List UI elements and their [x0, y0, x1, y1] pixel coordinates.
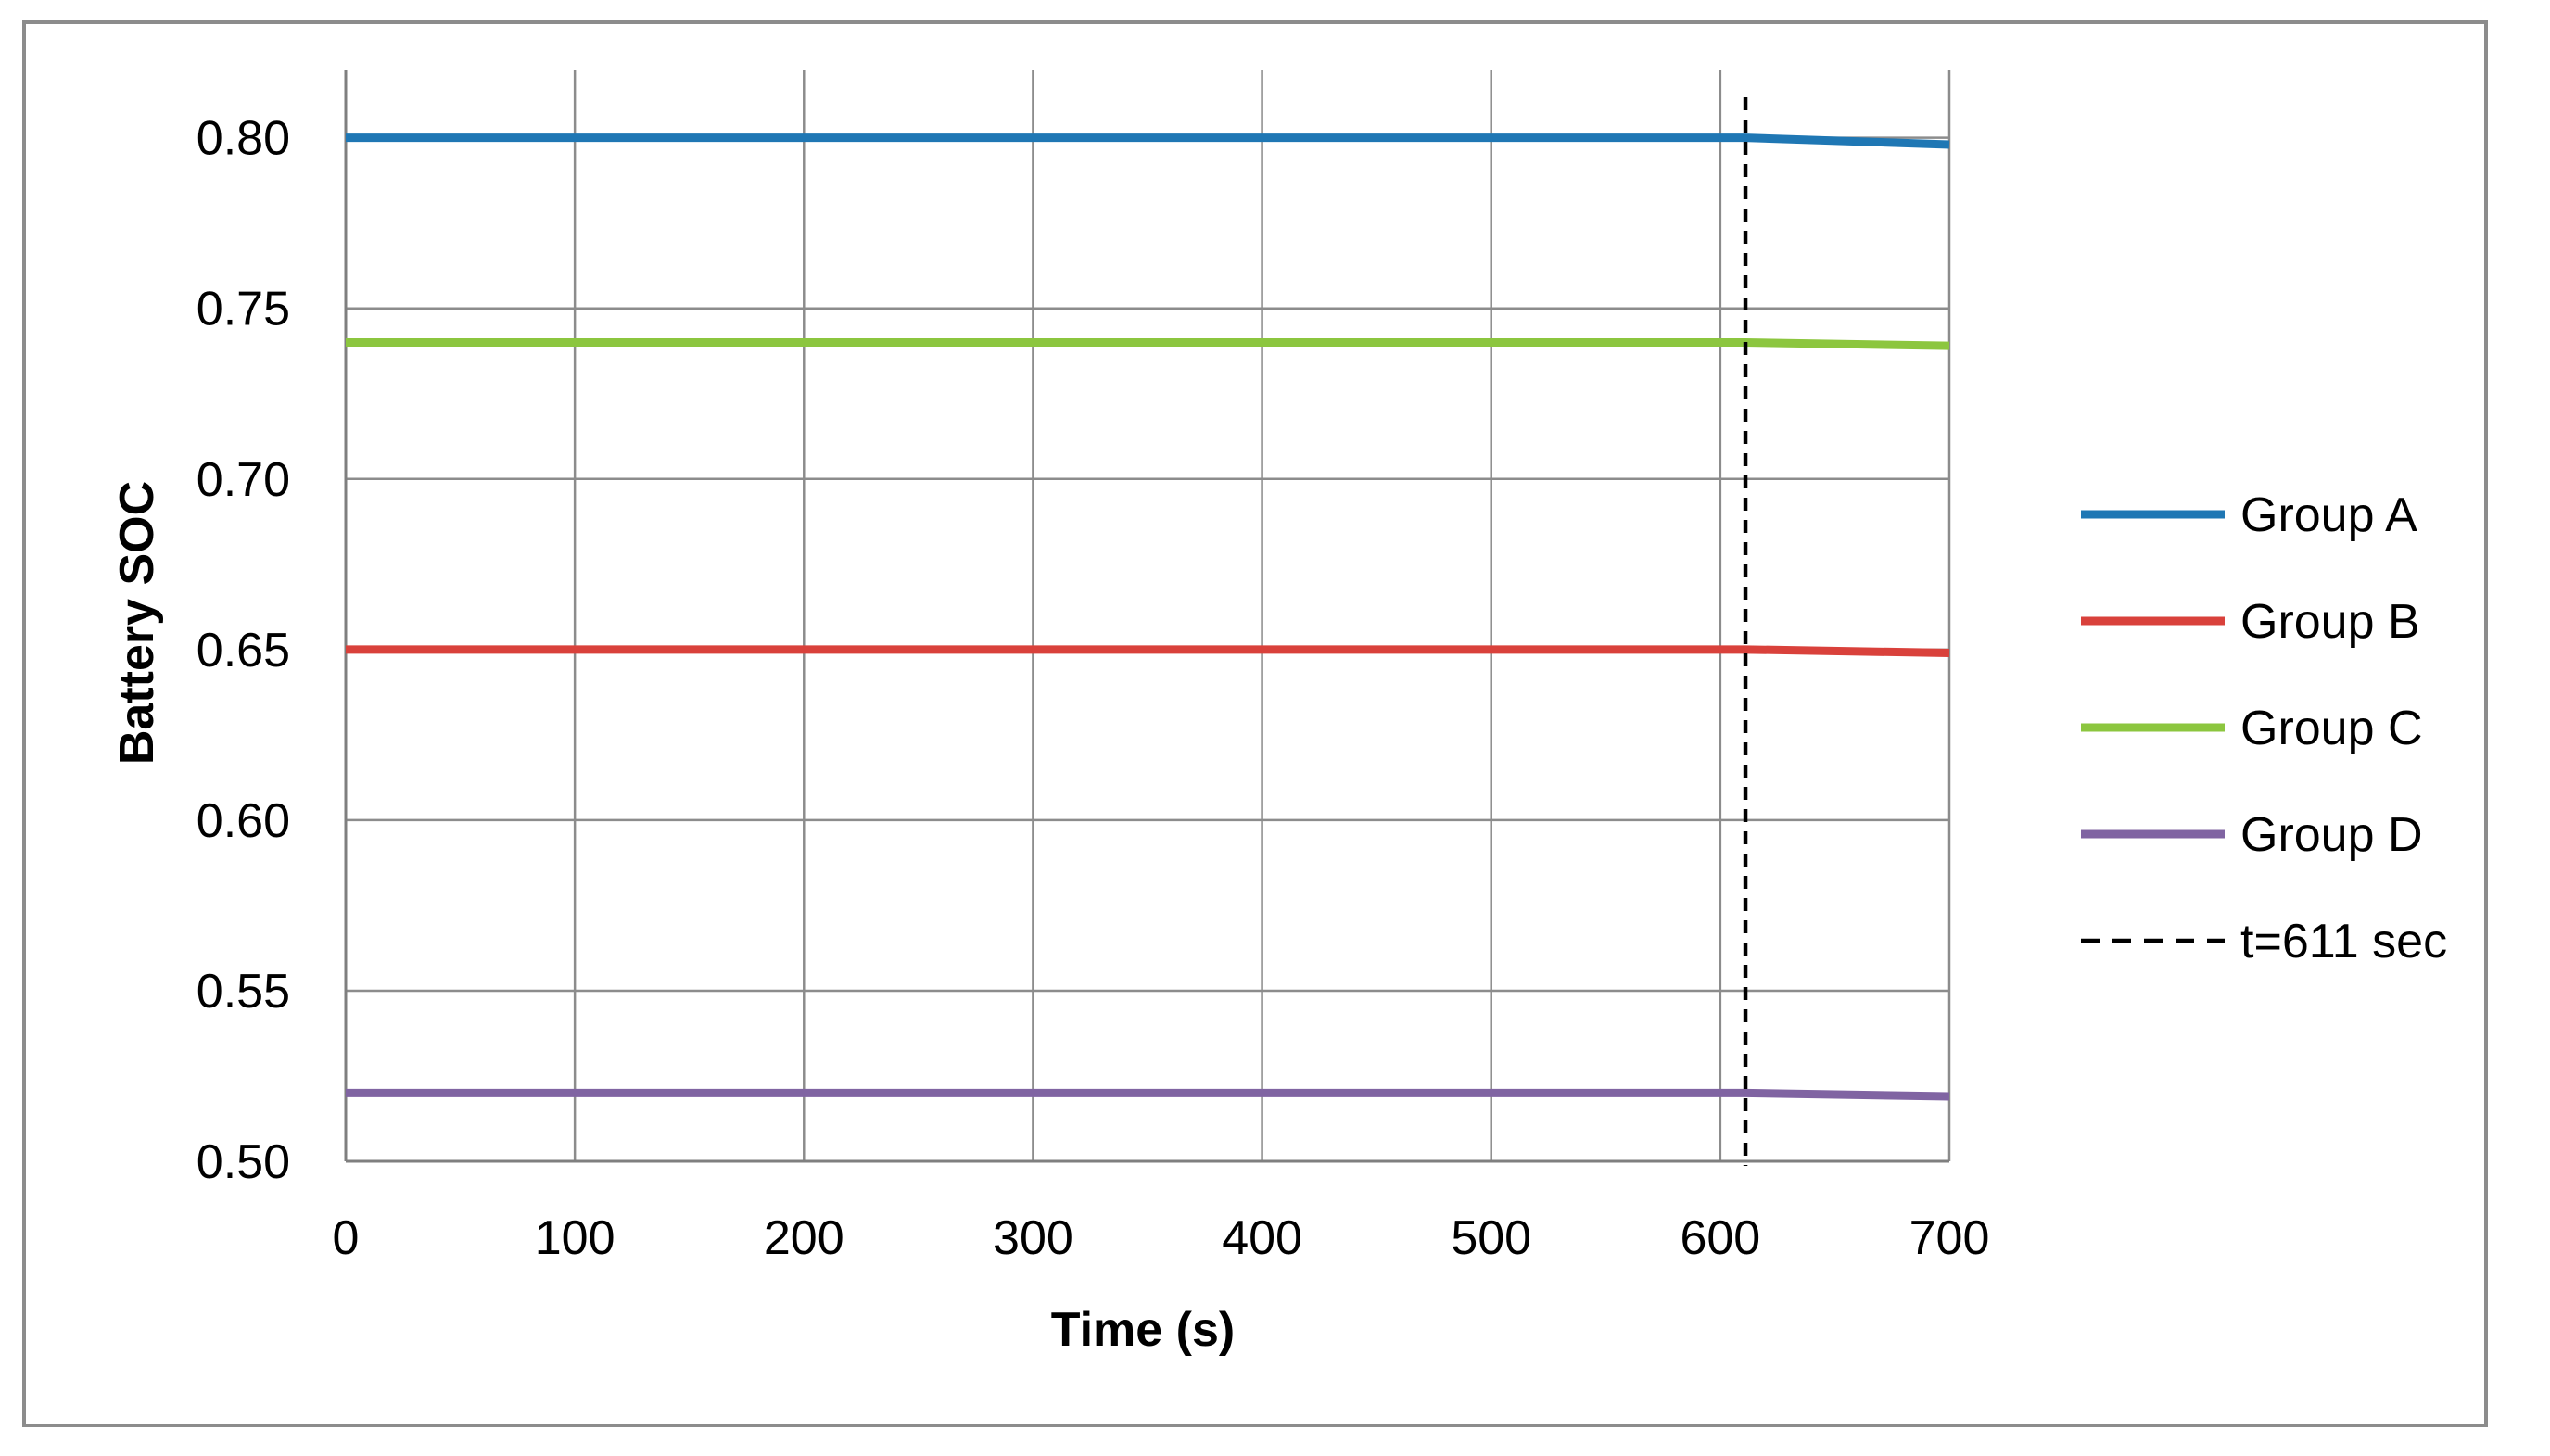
grid [344, 70, 1951, 1163]
x-tick-label: 400 [1222, 1211, 1302, 1265]
x-tick-label: 500 [1451, 1211, 1531, 1265]
series-line-group-a [346, 133, 1950, 149]
x-tick-label: 300 [993, 1211, 1073, 1265]
y-tick-label: 0.50 [197, 1135, 290, 1189]
chart-frame [22, 20, 2488, 1427]
legend-label-group-a: Group A [2240, 488, 2417, 542]
legend-label-group-b: Group B [2240, 595, 2420, 649]
x-tick-label: 0 [333, 1211, 360, 1265]
x-tick-label: 700 [1909, 1211, 1990, 1265]
legend-label-group-c: Group C [2240, 702, 2423, 755]
series-line-group-c [346, 338, 1950, 350]
legend: Group A Group B Group C Group D t=611 sec [2081, 488, 2447, 969]
x-tick-label: 100 [535, 1211, 615, 1265]
y-tick-label: 0.80 [197, 112, 290, 166]
y-tick-label: 0.75 [197, 283, 290, 336]
series-lines [346, 133, 1950, 1101]
axis-labels: 0.50 0.55 0.60 0.65 0.70 0.75 0.80 0 100 200 300 40… [197, 112, 1990, 1265]
y-tick-label: 0.65 [197, 624, 290, 677]
x-tick-label: 200 [764, 1211, 844, 1265]
series-line-group-d [346, 1088, 1950, 1101]
y-tick-label: 0.70 [197, 453, 290, 507]
y-tick-label: 0.55 [197, 965, 290, 1019]
series-line-group-b [346, 645, 1950, 657]
x-axis-title: Time (s) [1051, 1303, 1235, 1357]
legend-label-group-d: Group D [2240, 808, 2423, 862]
y-axis-title: Battery SOC [110, 481, 164, 765]
x-tick-label: 600 [1680, 1211, 1760, 1265]
legend-label-marker-line: t=611 sec [2240, 915, 2447, 969]
y-tick-label: 0.60 [197, 794, 290, 848]
